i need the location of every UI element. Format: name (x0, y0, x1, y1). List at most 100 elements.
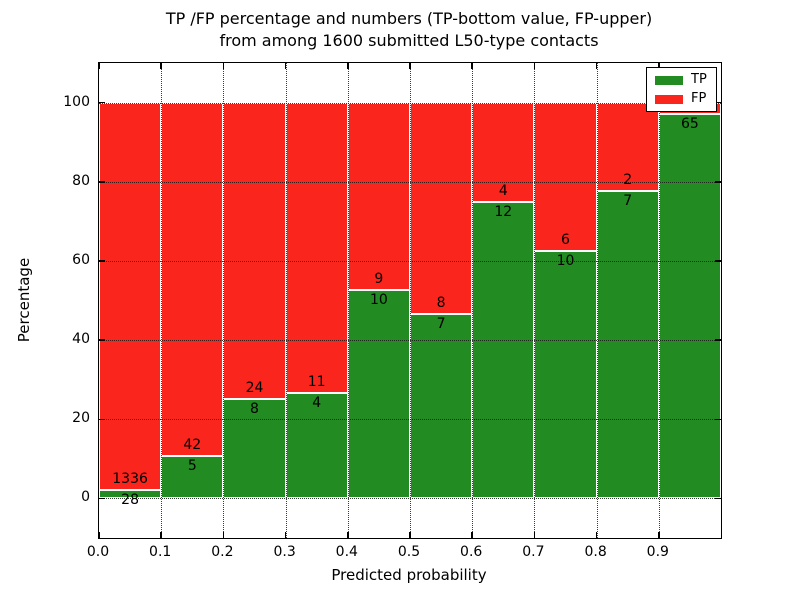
x-tick-mark (409, 63, 411, 69)
gridline-vertical (223, 63, 225, 538)
bar-segment-tp (285, 392, 348, 499)
x-tick-label: 0.5 (397, 544, 421, 560)
bar-label-fp: 8 (436, 294, 446, 311)
x-tick-mark (222, 63, 225, 69)
y-tick-label: 100 (63, 93, 90, 110)
y-tick-label: 0 (81, 489, 90, 506)
x-tick-label: 0.0 (86, 544, 110, 560)
bar-label-tp: 5 (187, 458, 197, 475)
chart-title: TP /FP percentage and numbers (TP-bottom… (98, 8, 720, 52)
y-tick-mark (99, 260, 105, 262)
bar-label-tp: 10 (556, 253, 575, 270)
chart-title-line2: from among 1600 submitted L50-type conta… (219, 31, 599, 50)
x-tick-mark (658, 63, 660, 69)
y-tick-mark (99, 339, 105, 341)
y-tick-label: 80 (72, 172, 90, 189)
x-tick-mark (595, 532, 598, 538)
bar-label-fp: 11 (307, 373, 326, 390)
x-tick-mark (471, 63, 473, 69)
bar-segment-fp (285, 102, 348, 393)
x-tick-mark (347, 532, 349, 538)
x-tick-mark (98, 63, 100, 69)
bar-segment-fp (99, 102, 162, 491)
y-tick-mark (715, 418, 721, 420)
chart-title-line1: TP /FP percentage and numbers (TP-bottom… (165, 9, 653, 28)
bar-segment-tp (347, 290, 410, 499)
bar-label-fp: 1336 (112, 471, 148, 488)
x-tick-mark (658, 532, 660, 538)
x-tick-mark (98, 532, 100, 538)
x-tick-mark (284, 532, 287, 538)
legend-swatch-fp (655, 94, 683, 104)
bar-segment-tp (658, 114, 721, 499)
x-tick-label: 0.1 (149, 544, 172, 560)
x-tick-label: 0.3 (273, 544, 296, 560)
bar-label-tp: 10 (369, 292, 388, 309)
gridline-vertical (285, 63, 287, 538)
x-tick-label: 0.9 (646, 544, 669, 560)
bar-label-fp: 6 (561, 232, 570, 249)
x-tick-mark (347, 63, 349, 69)
bar-label-tp: 8 (250, 401, 259, 418)
y-tick-label: 60 (72, 251, 90, 268)
x-tick-mark (160, 63, 162, 69)
bar-label-fp: 2 (623, 171, 633, 188)
bar-segment-fp (223, 102, 286, 400)
bar-segment-tp (99, 490, 162, 499)
x-tick-label: 0.6 (460, 544, 483, 560)
bar-label-fp: 42 (183, 437, 202, 454)
gridline-vertical (347, 63, 349, 538)
legend-label: TP (691, 72, 707, 87)
legend-row: TP (655, 73, 707, 87)
bar-segment-tp (410, 313, 473, 499)
x-tick-mark (471, 532, 473, 538)
x-tick-mark (222, 532, 225, 538)
bar-segment-fp (410, 102, 473, 314)
y-tick-mark (715, 181, 721, 183)
bar-label-fp: 4 (498, 182, 508, 199)
x-tick-mark (409, 532, 411, 538)
x-tick-label: 0.7 (522, 544, 545, 560)
x-tick-label: 0.4 (335, 544, 358, 560)
y-tick-mark (99, 497, 105, 500)
gridline-vertical (161, 63, 163, 538)
x-axis-label: Predicted probability (331, 566, 487, 584)
bar-label-tp: 65 (680, 116, 699, 133)
legend-swatch-tp (655, 75, 683, 85)
bar-label-fp: 9 (374, 271, 384, 288)
y-tick-mark (715, 101, 721, 104)
bar-segment-fp (161, 102, 224, 457)
legend-row: FP (655, 92, 707, 106)
bar-label-tp: 7 (623, 192, 633, 209)
legend-label: FP (691, 91, 707, 106)
y-tick-label: 20 (72, 410, 90, 427)
bar-segment-fp (347, 102, 410, 291)
bar-segment-fp (472, 102, 535, 202)
gridline-vertical (658, 63, 660, 538)
legend: TP FP (646, 67, 717, 112)
bar-label-tp: 7 (436, 315, 446, 332)
bar-segment-fp (534, 102, 597, 252)
bar-segment-tp (596, 190, 659, 499)
y-tick-mark (99, 418, 105, 420)
x-tick-mark (595, 63, 598, 69)
x-tick-label: 0.2 (211, 544, 234, 560)
bar-label-fp: 24 (245, 380, 264, 397)
y-tick-label: 40 (72, 331, 90, 348)
x-tick-mark (533, 532, 536, 538)
bar-label-tp: 12 (494, 203, 513, 220)
plot-area: TP FP 1336 28 42 5 24 8 11 4 9 10 8 7 4 12 6 10 2 7 65 (98, 62, 722, 539)
x-tick-mark (533, 63, 536, 69)
bar-segment-tp (472, 201, 535, 499)
y-tick-mark (715, 339, 721, 341)
bar-label-tp: 4 (312, 394, 322, 411)
x-tick-label: 0.8 (584, 544, 607, 560)
bar-segment-tp (534, 251, 597, 499)
y-tick-mark (715, 260, 721, 262)
x-tick-mark (284, 63, 287, 69)
gridline-vertical (472, 63, 474, 538)
bar-label-tp: 28 (121, 492, 140, 509)
gridline-vertical (534, 63, 536, 538)
gridline-vertical (596, 63, 598, 538)
